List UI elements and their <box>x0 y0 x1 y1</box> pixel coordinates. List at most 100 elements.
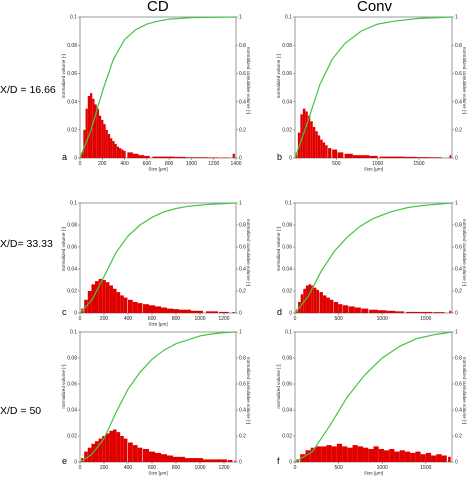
y2-tick-label-d: 0.8 <box>455 223 462 229</box>
y-axis-label-f: normalized volume [-] <box>276 365 281 409</box>
histogram-bar-f <box>399 450 405 462</box>
histogram-bar-a <box>119 148 122 158</box>
histogram-bar-e <box>197 458 203 462</box>
histogram-bar-d <box>313 287 317 313</box>
histogram-bar-f <box>331 446 337 462</box>
x-tick-label-b: 1500 <box>413 161 424 167</box>
histogram-bar-d <box>395 311 405 313</box>
histogram-bar-a <box>152 156 164 158</box>
row-label-xd-33: X/D= 33.33 <box>0 238 53 250</box>
y2-tick-label-e: 0.2 <box>239 434 246 440</box>
histogram-bar-a <box>123 150 126 158</box>
histogram-bar-d <box>386 310 396 313</box>
y2-tick-label-f: 0.4 <box>455 408 462 414</box>
y-tick-label-e: 0.06 <box>67 382 77 388</box>
histogram-bar-b <box>315 131 318 158</box>
histogram-bar-a <box>103 124 106 158</box>
histogram-bar-b <box>317 135 321 158</box>
histogram-bar-a <box>98 115 102 158</box>
histogram-bar-e <box>128 442 133 462</box>
histogram-bar-b <box>449 155 452 158</box>
x-tick-label-e: 400 <box>124 465 133 471</box>
y-tick-label-c: 0.04 <box>67 267 77 273</box>
histogram-bar-c <box>98 278 103 313</box>
histogram-bar-f <box>363 447 369 462</box>
histogram-bar-e <box>143 449 149 462</box>
histogram-bar-c <box>191 310 197 313</box>
x-axis-label-e: Size [µm] <box>148 471 167 476</box>
histogram-bar-d <box>338 304 343 313</box>
histogram-bar-c <box>185 309 191 313</box>
histogram-bar-f <box>378 449 384 462</box>
x-tick-label-a: 600 <box>143 161 152 167</box>
x-tick-label-a: 1400 <box>230 161 241 167</box>
histogram-bar-e <box>102 436 106 462</box>
histogram-bar-e <box>161 454 167 462</box>
histogram-bar-f <box>431 455 437 462</box>
cumulative-curve-f <box>294 331 453 463</box>
histogram-bar-f <box>336 443 343 462</box>
y2-tick-label-b: 0.4 <box>455 99 462 105</box>
y2-tick-label-c: 0.8 <box>239 223 246 229</box>
histogram-bar-a <box>132 153 139 158</box>
cumulative-curve-d <box>294 202 453 314</box>
x-tick-label-f: 1000 <box>377 465 388 471</box>
y-tick-label-b: 0.08 <box>282 43 292 49</box>
y2-tick-label-f: 0.8 <box>455 356 462 362</box>
y-tick-label-e: 0 <box>74 460 77 466</box>
y2-tick-label-c: 0 <box>239 311 242 317</box>
x-tick-label-d: 1500 <box>420 316 431 322</box>
histogram-bar-a <box>121 149 124 158</box>
histogram-bar-e <box>203 459 209 462</box>
y2-tick-label-a: 0.4 <box>239 99 246 105</box>
x-tick-label-f: 500 <box>334 465 343 471</box>
x-tick-label-c: 600 <box>148 316 157 322</box>
x-tick-label-d: 0 <box>294 316 297 322</box>
histogram-bar-e <box>167 455 173 462</box>
histogram-bar-f <box>394 451 400 462</box>
y-tick-label-d: 0.02 <box>282 289 292 295</box>
histogram-bar-e <box>105 433 110 462</box>
histogram-bar-d <box>449 310 452 313</box>
histogram-bar-e <box>185 458 191 462</box>
y-tick-label-b: 0 <box>289 156 292 162</box>
x-tick-label-a: 800 <box>165 161 174 167</box>
y2-tick-label-b: 1 <box>455 15 458 21</box>
histogram-bar-d <box>305 285 309 313</box>
histogram-bar-c <box>197 310 203 313</box>
x-axis-label-f: Size [µm] <box>364 471 383 476</box>
histogram-bar-f <box>404 451 411 462</box>
histogram-bar-b <box>322 142 326 158</box>
histogram-bar-c <box>105 282 110 313</box>
histogram-bar-f <box>342 446 348 462</box>
histogram-bar-a <box>163 156 175 158</box>
y-tick-label-a: 0.1 <box>70 15 77 21</box>
y2-tick-label-c: 0.4 <box>239 267 246 273</box>
histogram-bar-a <box>174 156 186 158</box>
y2-tick-label-a: 0.2 <box>239 128 246 134</box>
histogram-bar-b <box>295 152 298 158</box>
histogram-bar-b <box>352 155 362 158</box>
y2-tick-label-d: 0.4 <box>455 267 462 273</box>
histogram-bar-b <box>344 153 353 158</box>
histogram-bar-e <box>179 456 185 462</box>
y2-tick-label-b: 0.8 <box>455 43 462 49</box>
y2-tick-label-e: 0.6 <box>239 382 246 388</box>
panel-label-d: d <box>277 307 282 317</box>
histogram-bar-a <box>94 104 97 158</box>
x-tick-label-c: 400 <box>124 316 133 322</box>
histogram-bar-a <box>83 129 86 158</box>
y2-tick-label-e: 0.4 <box>239 408 246 414</box>
y2-tick-label-f: 0.2 <box>455 434 462 440</box>
histogram-bar-f <box>326 445 332 462</box>
panel-label-e: e <box>62 456 67 466</box>
x-tick-label-a: 1200 <box>208 161 219 167</box>
y2-tick-label-a: 1 <box>239 15 242 21</box>
histogram-bar-b <box>307 115 311 158</box>
cumulative-curve-c <box>79 202 237 314</box>
histogram-bar-d <box>377 310 387 313</box>
y2-tick-label-a: 0.6 <box>239 71 246 77</box>
y-axis-label-d: normalized volume [-] <box>276 227 281 271</box>
histogram-bar-a <box>232 153 235 158</box>
